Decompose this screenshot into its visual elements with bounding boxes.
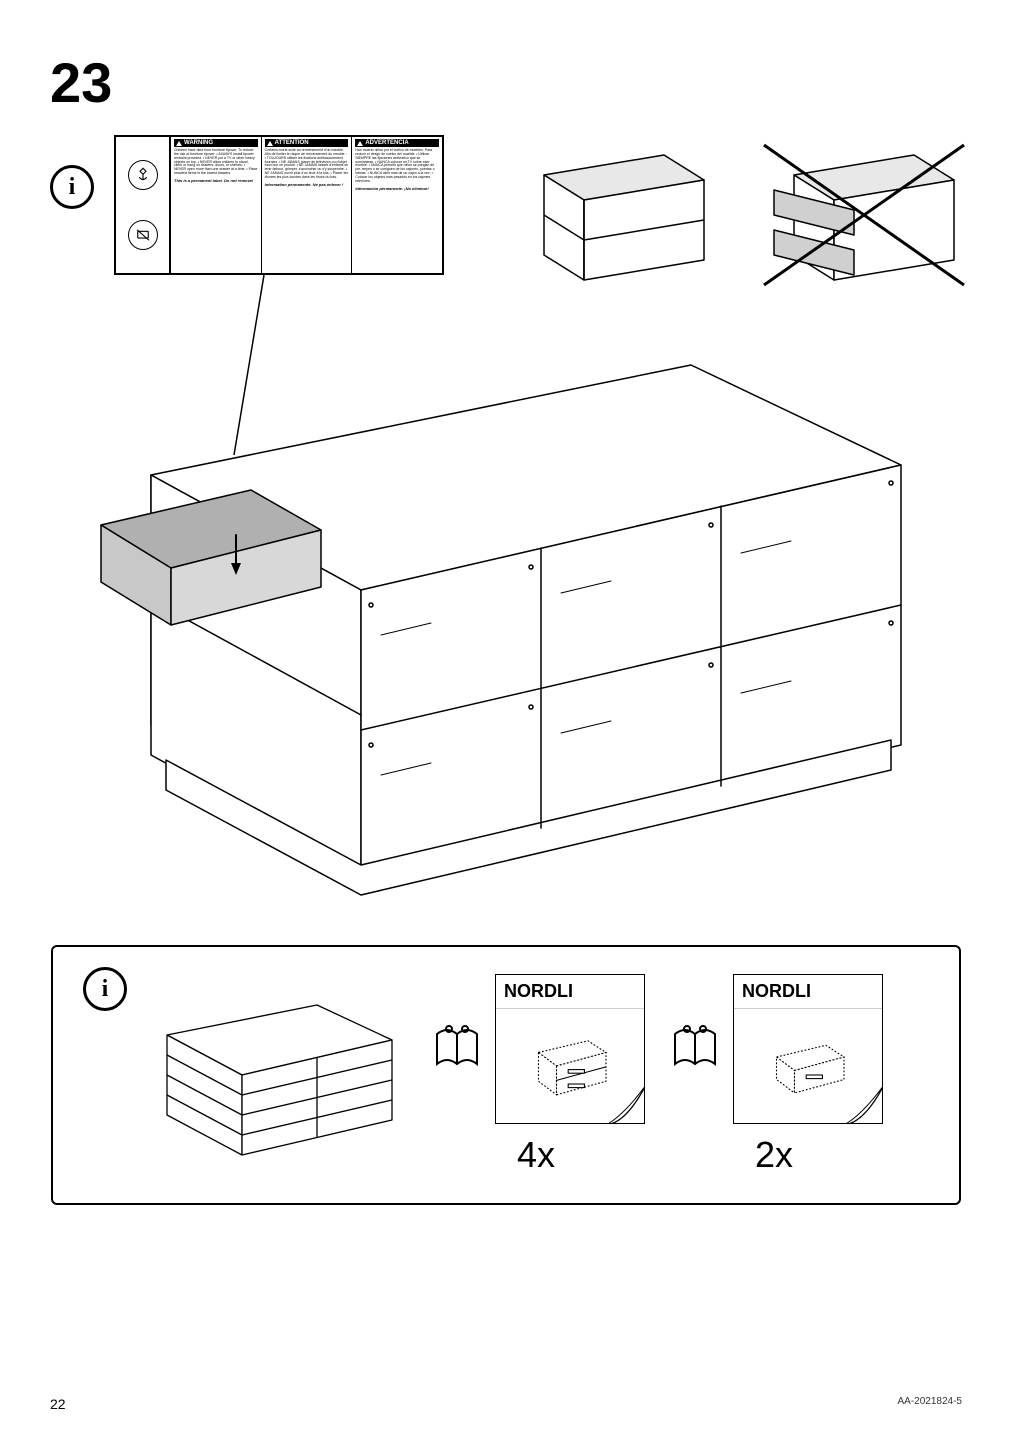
bottom-info-panel: i: [51, 945, 961, 1205]
label-pointer-line: [264, 275, 464, 455]
anchor-icon: [128, 160, 158, 190]
manual-4x: NORDLI: [427, 974, 645, 1176]
main-dresser-figure: [71, 305, 941, 905]
info-icon: i: [83, 967, 127, 1011]
mini-dresser-figure: [147, 985, 407, 1165]
manual-booklet-icon: [665, 1019, 725, 1079]
page-curl-icon: [844, 1085, 883, 1124]
correct-drawer-stack: [504, 135, 724, 295]
manual-thumb-2drawer: [525, 1030, 615, 1102]
info-glyph: i: [102, 976, 109, 1003]
page-number: 22: [50, 1396, 66, 1412]
info-glyph: i: [69, 174, 76, 201]
incorrect-drawer-stack: [754, 135, 974, 295]
info-icon: i: [50, 165, 94, 209]
manual-booklet-icon: [427, 1019, 487, 1079]
warning-icon-column: [116, 137, 171, 273]
manual-thumb-1drawer: [763, 1030, 853, 1102]
warning-label: WARNING Children have died from furnitur…: [114, 135, 444, 275]
manual-qty: 4x: [517, 1134, 555, 1176]
manual-title: NORDLI: [734, 975, 882, 1009]
step-number: 23: [50, 50, 962, 115]
manual-qty: 2x: [755, 1134, 793, 1176]
manual-cover: NORDLI: [495, 974, 645, 1124]
manual-2x: NORDLI: [665, 974, 883, 1176]
warning-col-en: WARNING Children have died from furnitur…: [171, 137, 262, 273]
warning-col-fr: ATTENTION Certains morts suite au renver…: [262, 137, 353, 273]
manual-cover: NORDLI: [733, 974, 883, 1124]
warning-col-es: ADVERTENCIA Han muerto niños por el vuel…: [352, 137, 442, 273]
manual-title: NORDLI: [496, 975, 644, 1009]
doc-id: AA-2021824-5: [898, 1396, 963, 1412]
page-curl-icon: [606, 1085, 645, 1124]
tv-cross-icon: [128, 220, 158, 250]
